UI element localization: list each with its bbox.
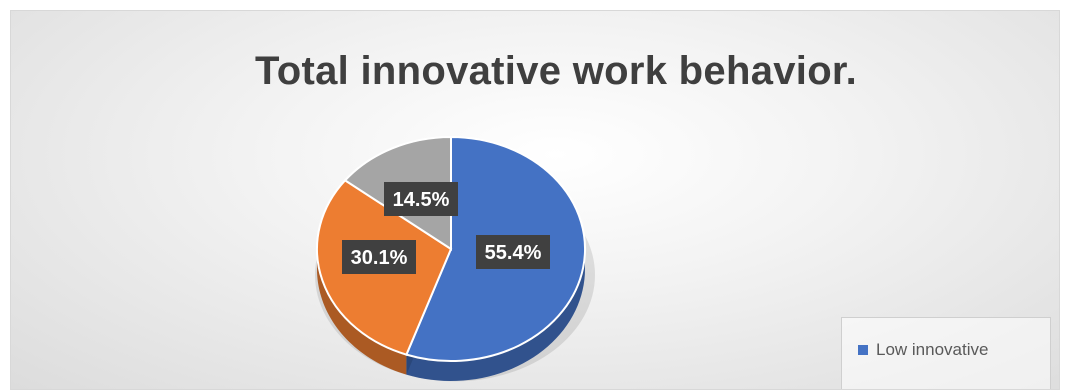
legend-label: Low innovative bbox=[876, 340, 989, 359]
data-label-box bbox=[342, 240, 416, 274]
data-label-box bbox=[476, 235, 550, 269]
legend-swatch bbox=[858, 345, 868, 355]
data-label-0: 55.4% bbox=[476, 235, 550, 269]
chart-area: Total innovative work behavior. 55.4% 30.… bbox=[10, 10, 1060, 390]
data-label-2: 14.5% bbox=[384, 182, 458, 216]
data-label-text: 55.4% bbox=[485, 242, 542, 264]
chart-legend: Low innovative bbox=[841, 317, 1051, 389]
chart-title: Total innovative work behavior. bbox=[254, 49, 858, 93]
data-label-box bbox=[384, 182, 458, 216]
pie-side-0 bbox=[406, 249, 585, 381]
pie-side-1 bbox=[317, 249, 407, 375]
data-label-text: 14.5% bbox=[393, 189, 450, 211]
pie-chart: 55.4% 30.1% 14.5% bbox=[315, 135, 595, 382]
legend-item-low-innovative: Low innovative bbox=[858, 340, 988, 360]
data-label-1: 30.1% bbox=[342, 240, 416, 274]
data-label-text: 30.1% bbox=[351, 247, 408, 269]
